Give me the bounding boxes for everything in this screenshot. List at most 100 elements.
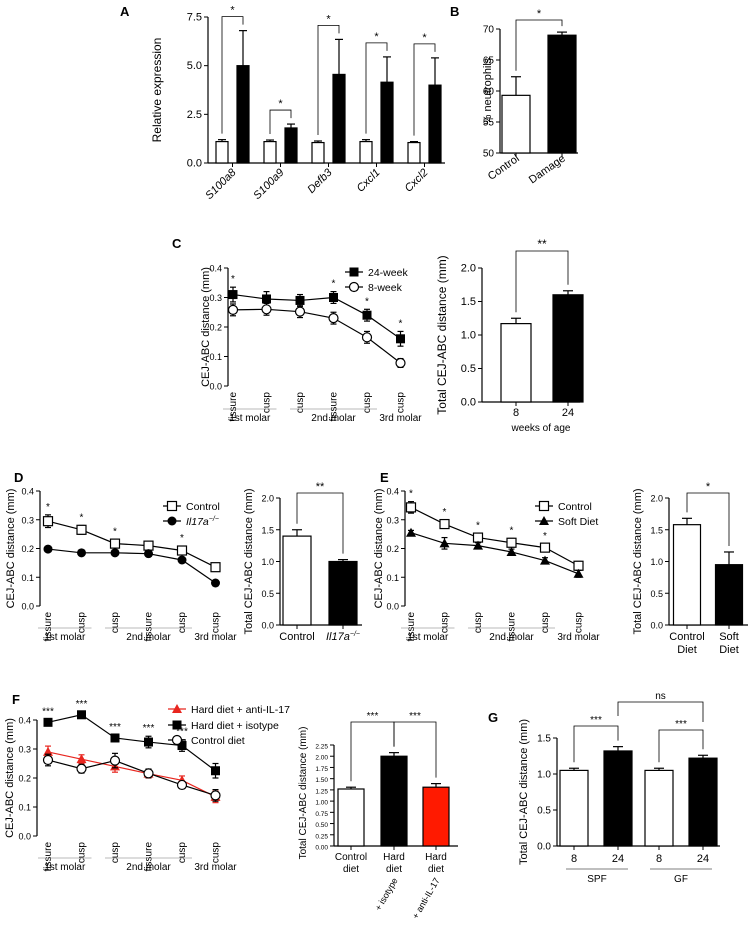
D-left-series-line	[47, 548, 216, 584]
E-right-y-tick-label: 0.0	[650, 621, 663, 631]
F-sig-bracket-2	[393, 721, 437, 778]
C-left-legend-label: 24-week	[368, 267, 408, 279]
C-left-point	[361, 332, 373, 343]
G-y-tick-label: 0.5	[537, 806, 551, 817]
B-sig-bracket-star: *	[537, 8, 542, 20]
A-sig-bracket	[317, 24, 340, 136]
C-right-y-tick-label: 0.5	[461, 363, 476, 375]
E-left-point	[506, 537, 517, 548]
B-y-tick-label: 50	[483, 149, 495, 160]
F-left-x-tick-label: cusp	[211, 842, 222, 864]
C-left-y-tick-label: 0.0	[209, 382, 222, 392]
G-sig-bracket-spf	[573, 725, 619, 763]
F-left-sig-label: ***	[176, 727, 188, 738]
B-y-tick-label: 55	[483, 118, 495, 129]
F-left-sig-label: ***	[76, 699, 88, 710]
G-bar	[603, 750, 633, 847]
F-left-point	[43, 717, 53, 727]
F-y-tick-label: 0.25	[315, 833, 328, 840]
G-group-label: GF	[674, 874, 688, 885]
A-x-tick-label: Cxcl1	[355, 167, 383, 195]
E-left-point	[405, 502, 417, 513]
panel-label-g: G	[488, 710, 498, 725]
F-left-x-tick-label: cusp	[177, 842, 188, 864]
C-left-y-label: CEJ-ABC distance (mm)	[200, 267, 212, 387]
G-sig-bracket-gf-star: ***	[675, 719, 687, 730]
A-x-tick-label: Cxcl2	[403, 167, 431, 195]
F-left-series-line	[47, 714, 216, 772]
F-left-point	[109, 755, 121, 766]
D-left-legend-marker	[167, 516, 177, 526]
panel-label-c: C	[172, 236, 182, 251]
C-left-x-tick-label: cusp	[262, 392, 273, 414]
F-left-point	[110, 733, 120, 743]
A-bar-control	[311, 141, 325, 164]
E-left-point	[506, 546, 517, 556]
D-left-point	[177, 555, 187, 565]
A-bar-damage	[332, 73, 346, 164]
D-left-x-tick-label: fissure	[144, 612, 155, 642]
F-left-legend-label: Hard diet + isotype	[191, 720, 279, 732]
F-y-tick-label: 2.00	[315, 755, 328, 762]
C-right-y-label: Total CEJ-ABC distance (mm)	[435, 255, 449, 414]
A-bar-control	[263, 140, 277, 164]
C-left-x-tick-label: fissure	[329, 392, 340, 422]
E-left-point	[406, 527, 416, 537]
A-y-tick-label: 7.5	[187, 12, 202, 24]
B-x-tick-label: Damage	[527, 153, 568, 187]
D-left-sig-label: *	[113, 526, 117, 537]
F-left-y-tick-label: 0.4	[18, 716, 31, 726]
D-left-y-tick-label: 0.0	[21, 602, 34, 612]
panel-label-e: E	[380, 470, 389, 485]
A-sig-bracket	[413, 43, 436, 136]
C-x-label: weeks of age	[511, 423, 571, 434]
A-y-tick-label: 5.0	[187, 60, 202, 72]
E-left-legend-marker	[539, 516, 549, 525]
D-left-molar-group-label: 2nd molar	[126, 632, 171, 643]
C-left-legend-label: 8-week	[368, 282, 403, 294]
G-y-label: Total CEJ-ABC distance (mm)	[518, 719, 530, 865]
A-sig-bracket-star: *	[326, 13, 331, 25]
E-sig-bracket	[686, 492, 730, 546]
C-right-y-tick-label: 2.0	[461, 263, 476, 275]
E-left-y-tick-label: 0.3	[386, 515, 399, 525]
F-left-legend-label: Control diet	[191, 735, 245, 747]
E-left-y-tick-label: 0.0	[386, 602, 399, 612]
E-left-sig-label: *	[443, 507, 447, 518]
C-right-bar	[552, 294, 584, 403]
E-left-sig-label: *	[510, 525, 514, 536]
D-left-molar-group-label: 3rd molar	[194, 632, 237, 643]
G-sig-bracket-ns-star: ns	[655, 691, 666, 702]
F-left-point	[210, 790, 221, 801]
F-left-point	[76, 763, 87, 774]
G-group-label: SPF	[587, 874, 606, 885]
G-sig-bracket-spf-star: ***	[590, 715, 602, 726]
C-left-point	[396, 334, 405, 344]
E-right-bar	[672, 524, 702, 626]
D-left-point	[77, 548, 86, 558]
D-left-legend-marker	[166, 500, 178, 512]
D-sig-bracket-star: **	[316, 481, 325, 493]
E-x-tick-label: Soft	[719, 631, 739, 643]
F-left-y-tick-label: 0.2	[18, 774, 31, 784]
E-left-legend-marker	[538, 500, 550, 512]
E-left-y-label: CEJ-ABC distance (mm)	[373, 489, 385, 609]
F-x-sublabel: + isotype	[373, 876, 400, 912]
C-left-point	[227, 304, 239, 315]
F-left-legend-marker	[172, 720, 182, 730]
F-left-point	[144, 737, 153, 747]
F-left-legend-marker	[171, 734, 183, 746]
E-left-sig-label: *	[543, 531, 547, 542]
F-left-legend-marker	[172, 704, 182, 713]
F-x-tick-label: Control	[335, 852, 367, 863]
B-bar	[547, 34, 577, 154]
D-left-point	[210, 562, 221, 573]
D-right-y-label: Total CEJ-ABC distance (mm)	[243, 488, 255, 634]
E-left-point	[439, 518, 450, 530]
A-bar-damage	[284, 127, 298, 164]
G-y-tick-label: 0.0	[537, 842, 551, 853]
D-right-y-tick-label: 1.0	[261, 557, 274, 567]
E-left-point	[573, 568, 584, 578]
G-bar	[688, 757, 718, 847]
A-bar-control	[359, 140, 373, 164]
